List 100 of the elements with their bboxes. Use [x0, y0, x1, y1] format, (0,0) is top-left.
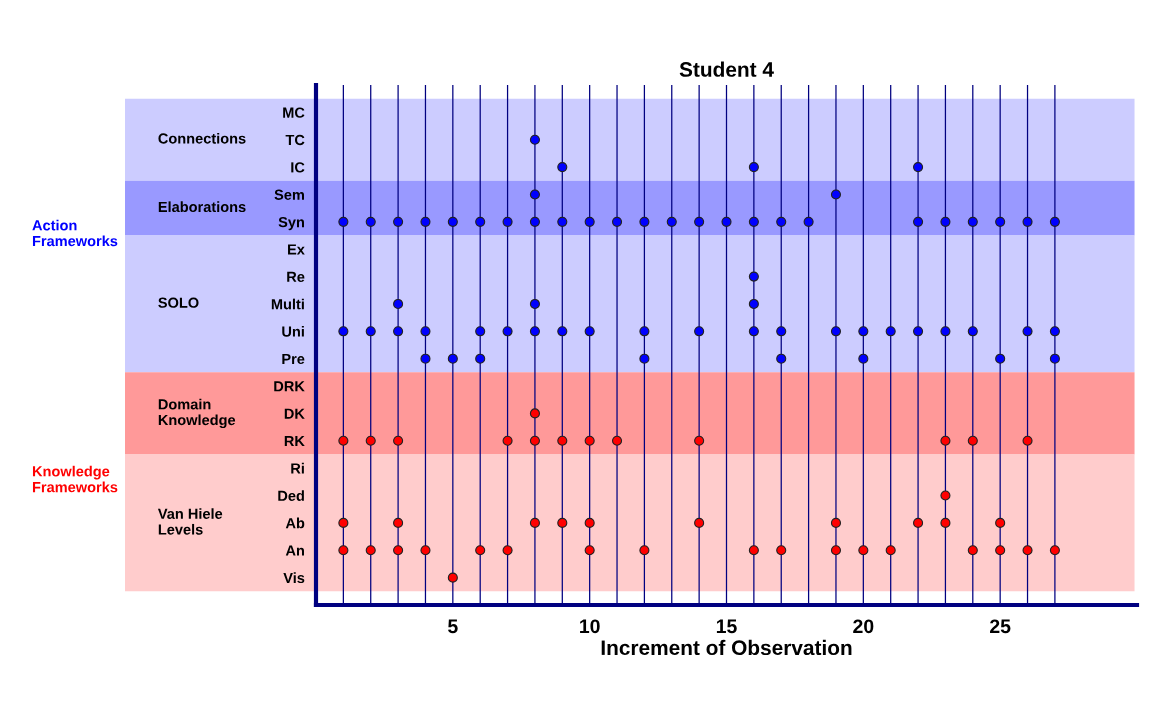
point [694, 216, 705, 227]
point [529, 435, 540, 446]
point [557, 326, 568, 337]
point [557, 162, 568, 173]
point [475, 326, 486, 337]
x-tick-label: 25 [990, 619, 1011, 634]
text: Knowledge Frameworks [32, 465, 118, 493]
point [447, 216, 458, 227]
y-tick-label: Ded [278, 490, 304, 501]
point [529, 216, 540, 227]
point [1049, 326, 1060, 337]
point [995, 517, 1006, 528]
point [393, 298, 404, 310]
point [393, 517, 404, 528]
point [940, 435, 951, 446]
point [557, 517, 568, 528]
point [858, 353, 869, 364]
point [529, 298, 540, 310]
y-tick-label: An [285, 545, 304, 556]
point [584, 435, 595, 446]
point [639, 545, 650, 556]
point [913, 216, 924, 227]
point [393, 216, 404, 227]
point [639, 216, 650, 227]
point [338, 517, 349, 528]
point [393, 435, 404, 446]
point [584, 326, 595, 337]
point [584, 517, 595, 528]
point [940, 490, 951, 501]
point [611, 216, 623, 227]
point [940, 216, 951, 227]
point [830, 326, 842, 337]
point [420, 216, 431, 227]
point [694, 326, 705, 337]
point [748, 216, 759, 227]
point [748, 298, 759, 310]
point [475, 545, 486, 556]
point [1049, 545, 1060, 556]
point [967, 216, 978, 227]
point [529, 134, 540, 145]
point [611, 435, 623, 446]
point [1022, 326, 1033, 337]
point [557, 435, 568, 446]
point [502, 545, 513, 556]
point [447, 353, 458, 364]
point [995, 545, 1006, 556]
point [502, 326, 513, 337]
y-tick-label: Multi [271, 298, 304, 310]
band-label: Elaborations [158, 201, 246, 213]
point [475, 216, 486, 227]
point [885, 545, 896, 556]
y-tick-label: DRK [274, 381, 305, 392]
point [776, 216, 787, 227]
point [393, 326, 404, 337]
band-label: SOLO [158, 297, 199, 308]
x-tick-label: 15 [716, 619, 737, 634]
point [967, 435, 978, 446]
point [529, 189, 540, 200]
point [475, 353, 486, 364]
point [502, 216, 513, 227]
point [995, 353, 1006, 364]
x-tick-label: 5 [448, 619, 458, 634]
point [940, 326, 951, 337]
point [748, 326, 759, 337]
point [721, 216, 732, 227]
y-tick-label: Ex [288, 244, 305, 255]
point [694, 435, 705, 446]
y-tick-label: Ri [291, 462, 304, 474]
y-tick-label: Syn [278, 216, 304, 231]
y-tick-label: Sem [274, 189, 304, 200]
point [420, 353, 431, 364]
point [694, 517, 705, 528]
point [420, 545, 431, 556]
band-label: Connections [158, 132, 246, 144]
point [338, 216, 349, 227]
y-tick-label: Pre [282, 353, 305, 365]
band-label: Van Hiele Levels [157, 508, 223, 535]
point [393, 545, 404, 556]
point [1049, 353, 1060, 364]
point [338, 435, 349, 446]
point [885, 326, 896, 337]
point [913, 326, 924, 337]
point [830, 517, 842, 528]
y-tick-label: MC [283, 107, 305, 118]
point [529, 408, 540, 419]
point [858, 326, 869, 337]
point [1022, 216, 1033, 227]
point [1022, 435, 1033, 446]
point [776, 326, 787, 337]
x-tick-label: 10 [580, 619, 600, 634]
point [666, 216, 677, 227]
point [447, 572, 458, 583]
point [913, 162, 924, 173]
point [557, 216, 568, 227]
point [830, 189, 842, 200]
band-label: Domain Knowledge [158, 398, 236, 429]
point [338, 545, 349, 556]
point [967, 545, 978, 556]
point [502, 435, 513, 446]
point [748, 545, 759, 556]
